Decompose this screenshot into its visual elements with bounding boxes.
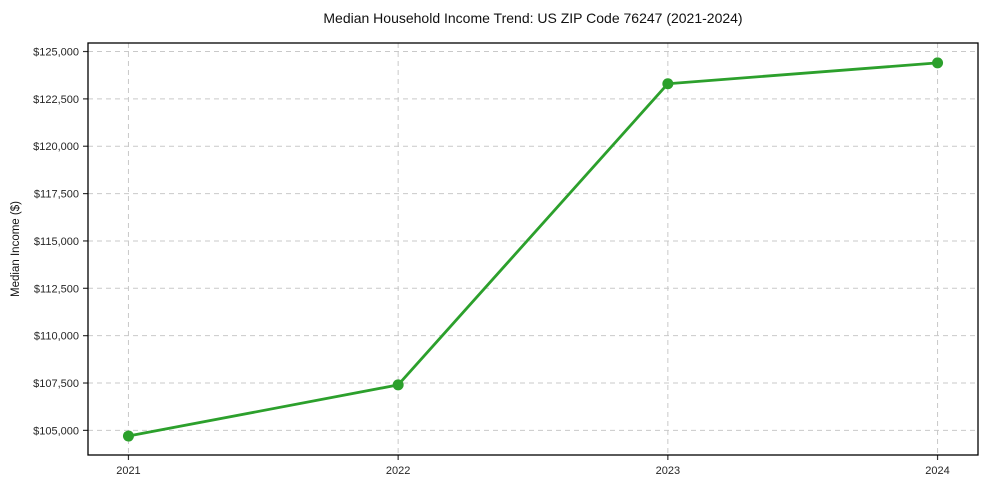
data-point-2021 xyxy=(122,430,134,442)
y-tick-label: $105,000 xyxy=(33,425,79,437)
y-tick-label: $112,500 xyxy=(34,283,79,295)
data-point-2023 xyxy=(662,78,674,90)
y-tick-label: $107,500 xyxy=(33,378,79,390)
y-tick-label: $117,500 xyxy=(34,189,79,201)
chart-title: Median Household Income Trend: US ZIP Co… xyxy=(323,10,743,26)
y-tick-label: $125,000 xyxy=(33,47,79,59)
data-point-2022 xyxy=(392,379,404,391)
x-tick-label: 2022 xyxy=(386,465,410,477)
data-point-2024 xyxy=(932,57,944,69)
x-tick-label: 2021 xyxy=(116,465,140,477)
plot-border xyxy=(87,42,979,456)
x-tick-label: 2023 xyxy=(656,465,680,477)
y-tick-label: $120,000 xyxy=(33,141,79,153)
y-tick-label: $110,000 xyxy=(34,331,79,343)
y-tick-label: $115,000 xyxy=(34,236,79,248)
x-tick-label: 2024 xyxy=(925,465,949,477)
y-tick-label: $122,500 xyxy=(33,94,79,106)
trend-line xyxy=(127,61,939,438)
